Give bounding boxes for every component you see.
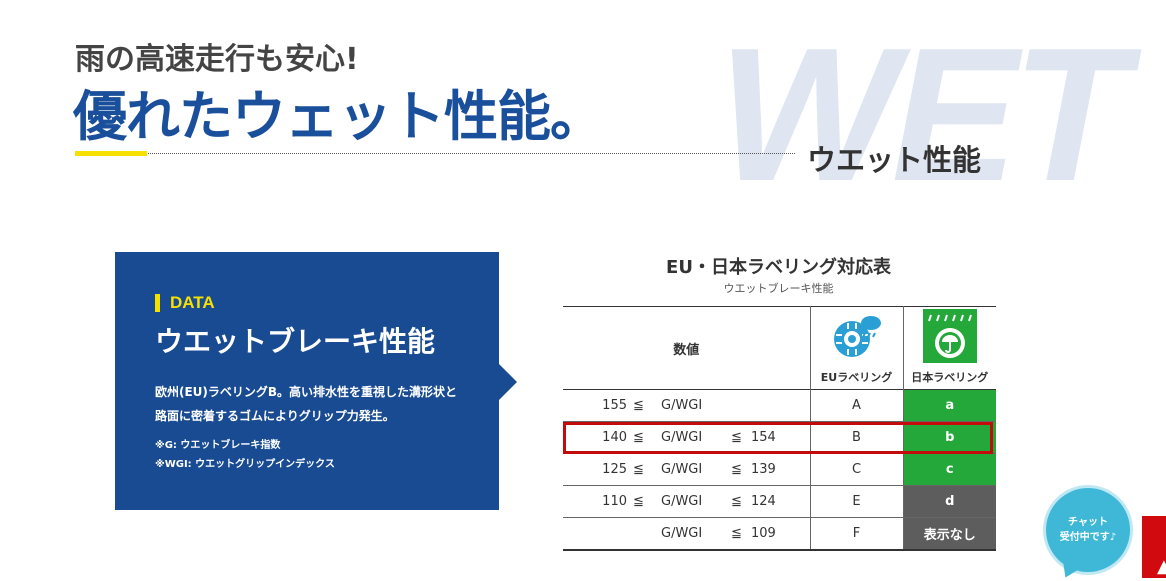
data-tag-label: DATA (170, 293, 215, 312)
range-op: ≦ (633, 430, 644, 445)
data-tag-marker (155, 294, 160, 312)
page-subtitle: 雨の高速走行も安心! (75, 42, 359, 77)
range-min: 140 (602, 430, 627, 445)
range-max: 154 (751, 430, 776, 445)
table-row: G/WGI ≦ 109 F 表示なし (563, 517, 996, 550)
note-g: ※G: ウエットブレーキ指数 (155, 440, 281, 451)
range-max: 139 (751, 462, 776, 477)
table-row: 140 ≦ G/WGI ≦ 154 B b (563, 421, 996, 454)
table-subtitle: ウエットブレーキ性能 (723, 282, 834, 295)
range-op-max: ≦ (731, 494, 742, 509)
chat-line1: チャット (1068, 517, 1108, 528)
range-min: 125 (602, 462, 627, 477)
range-metric: G/WGI (661, 462, 703, 477)
data-tag: DATA (155, 293, 215, 313)
range-op-max: ≦ (731, 462, 742, 477)
range-min: 155 (602, 398, 627, 413)
range-metric: G/WGI (661, 398, 703, 413)
table-title: EU・日本ラベリング対応表 (666, 257, 891, 278)
range-max: 109 (751, 525, 776, 541)
table-row: 125 ≦ G/WGI ≦ 139 C c (563, 453, 996, 486)
arrow-up-icon: ▲ (1157, 556, 1166, 577)
eu-grade-cell: C (809, 453, 903, 486)
chat-button[interactable]: チャット 受付中です♪ (1046, 488, 1130, 572)
value-range-cell: 125 ≦ G/WGI ≦ 139 (563, 454, 810, 486)
range-metric: G/WGI (661, 494, 703, 509)
header-eu: EUラベリング (809, 306, 903, 390)
data-heading: ウエットブレーキ性能 (155, 325, 436, 358)
range-min: 110 (602, 494, 627, 509)
jp-grade-cell: a (902, 389, 996, 422)
table-row: 110 ≦ G/WGI ≦ 124 E d (563, 485, 996, 518)
title-accent-bar (75, 151, 147, 156)
value-range-cell: 110 ≦ G/WGI ≦ 124 (563, 486, 810, 518)
jp-grade-cell: b (902, 421, 996, 454)
header-jp-label: 日本ラベリング (911, 371, 989, 384)
background-watermark-word: WET (718, 9, 1128, 221)
note-wgi: ※WGI: ウエットグリップインデックス (155, 459, 335, 470)
value-range-cell: G/WGI ≦ 109 (563, 518, 810, 550)
table-body: 155 ≦ G/WGI A a 140 ≦ G/WGI ≦ 154 B b 12… (563, 389, 996, 550)
jp-wet-grip-icon (922, 309, 977, 363)
header-jp: 日本ラベリング (902, 306, 996, 390)
jp-grade-cell: 表示なし (902, 517, 996, 550)
jp-grade-cell: d (902, 485, 996, 518)
eu-grade-cell: B (809, 421, 903, 454)
data-description: 欧州(EU)ラベリングB。高い排水性を重視した溝形状と 路面に密着するゴムにより… (155, 380, 485, 428)
range-op-max: ≦ (731, 430, 742, 445)
range-op: ≦ (633, 398, 644, 413)
range-max: 124 (751, 494, 776, 509)
section-label: ウエット性能 (807, 143, 982, 177)
labeling-table: 数値 EUラベリング (563, 306, 996, 551)
value-range-cell: 140 ≦ G/WGI ≦ 154 (563, 422, 810, 454)
data-description-line: 路面に密着するゴムによりグリップ力発生。 (155, 409, 395, 423)
eu-grade-cell: F (809, 517, 903, 550)
data-info-panel: DATA ウエットブレーキ性能 欧州(EU)ラベリングB。高い排水性を重視した溝… (115, 252, 517, 510)
table-row: 155 ≦ G/WGI A a (563, 389, 996, 422)
range-op-max: ≦ (731, 525, 742, 541)
range-metric: G/WGI (661, 430, 703, 445)
value-range-cell: 155 ≦ G/WGI (563, 390, 810, 422)
page-title: 優れたウェット性能。 (73, 85, 604, 148)
page-top-button[interactable]: ▲ (1142, 516, 1166, 578)
title-divider (75, 153, 795, 154)
table-header-row: 数値 EUラベリング (563, 306, 996, 390)
range-op: ≦ (633, 494, 644, 509)
jp-grade-cell: c (902, 453, 996, 486)
header-value: 数値 (673, 342, 700, 358)
header-eu-label: EUラベリング (820, 371, 893, 384)
range-metric: G/WGI (661, 525, 703, 541)
eu-grade-cell: A (809, 389, 903, 422)
data-notes: ※G: ウエットブレーキ指数 ※WGI: ウエットグリップインデックス (155, 436, 335, 474)
data-description-line: 欧州(EU)ラベリングB。高い排水性を重視した溝形状と (155, 385, 458, 399)
chat-line2: 受付中です♪ (1059, 532, 1117, 543)
range-op: ≦ (633, 462, 644, 477)
eu-wet-tire-icon (833, 316, 881, 357)
eu-grade-cell: E (809, 485, 903, 518)
